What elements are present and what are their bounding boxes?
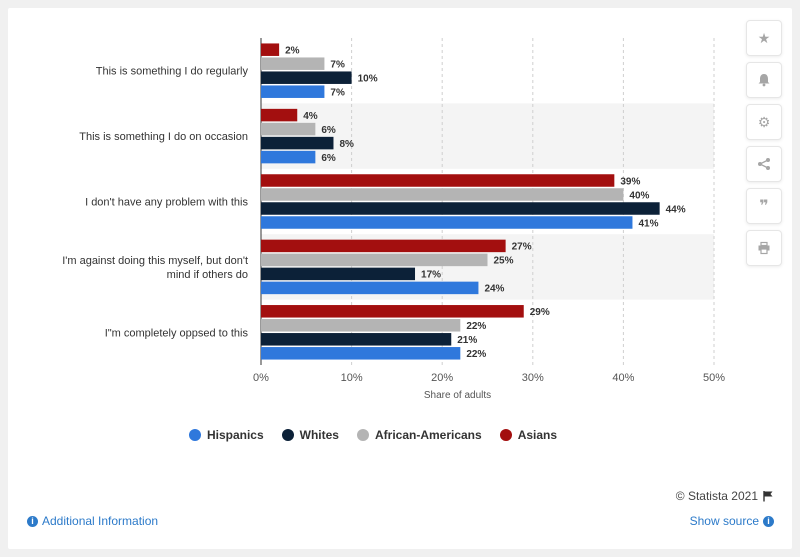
data-label: 21% [457, 335, 477, 346]
legend-label: Asians [517, 428, 558, 442]
x-tick-label: 50% [703, 372, 725, 384]
data-label: 6% [321, 153, 336, 164]
data-label: 25% [494, 256, 514, 267]
info-icon: i [763, 515, 774, 527]
x-tick-label: 20% [431, 372, 453, 384]
data-label: 39% [620, 176, 640, 187]
data-label: 7% [330, 59, 345, 70]
bar [261, 85, 325, 98]
notification-button[interactable] [746, 62, 782, 98]
legend-label: Whites [299, 428, 339, 442]
legend-marker [281, 429, 294, 441]
x-tick-label: 0% [253, 372, 269, 384]
bar [261, 43, 280, 56]
category-band [261, 103, 714, 169]
x-tick-label: 30% [522, 372, 544, 384]
data-label: 7% [330, 87, 345, 98]
data-label: 22% [466, 321, 486, 332]
category-label: I'm against doing this myself, but don't… [62, 255, 248, 281]
bar [261, 122, 316, 136]
data-label: 4% [303, 111, 318, 122]
share-button[interactable] [746, 146, 782, 182]
data-label: 17% [421, 270, 441, 281]
data-label: 24% [484, 284, 504, 295]
x-tick-label: 40% [612, 372, 634, 384]
bar [261, 305, 524, 318]
bell-icon [758, 74, 770, 87]
bar [261, 174, 615, 187]
x-tick-label: 10% [341, 372, 363, 384]
data-label: 41% [638, 218, 658, 229]
data-label: 22% [466, 349, 486, 360]
x-axis-title: Share of adults [424, 390, 491, 401]
bar [261, 216, 633, 229]
additional-information-link[interactable]: i Additional Information [27, 514, 158, 528]
copyright-text: © Statista 2021 [675, 489, 758, 503]
legend-marker [188, 429, 201, 441]
chart-legend: Hispanics Whites African-Americans Asian… [0, 428, 746, 442]
category-label: This is something I do on occasion [79, 131, 248, 143]
legend-item-african-americans[interactable]: African-Americans [356, 428, 482, 442]
bar [261, 333, 452, 346]
info-icon: i [27, 515, 38, 527]
bar [261, 253, 488, 267]
show-source-label: Show source [689, 514, 759, 528]
legend-label: African-Americans [374, 428, 482, 442]
data-label: 10% [358, 73, 378, 84]
bar [261, 319, 461, 332]
data-label: 27% [512, 242, 532, 253]
category-label: I don't have any problem with this [85, 197, 248, 209]
statista-credit: © Statista 2021 [676, 489, 774, 503]
category-label: I"m completely oppsed to this [105, 327, 249, 339]
bar [261, 239, 506, 253]
bookmark-button[interactable]: ★ [746, 20, 782, 56]
legend-item-hispanics[interactable]: Hispanics [188, 428, 264, 442]
quote-icon: ❞ [759, 198, 769, 215]
category-label: This is something I do regularly [96, 66, 249, 78]
share-icon [758, 158, 770, 170]
star-icon: ★ [757, 29, 771, 46]
legend-marker [356, 429, 369, 441]
bar [261, 57, 325, 70]
bar [261, 188, 624, 201]
flag-icon[interactable] [762, 490, 774, 502]
bar [261, 202, 660, 215]
bar [261, 281, 479, 295]
data-label: 40% [629, 190, 649, 201]
additional-information-label: Additional Information [42, 514, 159, 528]
show-source-link[interactable]: Show source i [690, 514, 774, 528]
data-label: 44% [666, 204, 686, 215]
legend-item-whites[interactable]: Whites [281, 428, 339, 442]
data-label: 29% [530, 307, 550, 318]
bar [261, 71, 352, 84]
legend-marker [499, 429, 512, 441]
bar [261, 108, 298, 122]
print-icon [758, 241, 770, 255]
cite-button[interactable]: ❞ [746, 188, 782, 224]
gear-icon: ⚙ [757, 113, 771, 130]
print-button[interactable] [746, 230, 782, 266]
settings-button[interactable]: ⚙ [746, 104, 782, 140]
bar [261, 347, 461, 360]
data-label: 2% [285, 45, 300, 56]
legend-label: Hispanics [206, 428, 264, 442]
bar [261, 267, 416, 281]
data-label: 6% [321, 125, 336, 136]
bar [261, 136, 334, 150]
bar [261, 150, 316, 164]
data-label: 8% [339, 139, 354, 150]
legend-item-asians[interactable]: Asians [499, 428, 558, 442]
